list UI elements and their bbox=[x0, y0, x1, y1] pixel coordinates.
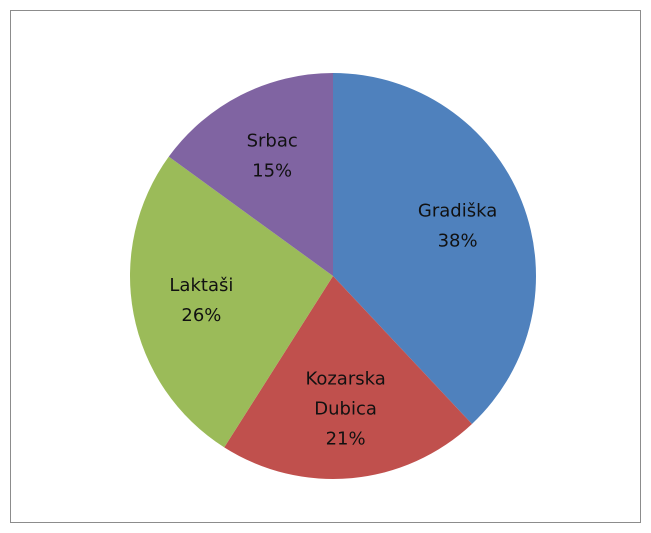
slice-value-label: 26% bbox=[181, 305, 221, 326]
pie-slice bbox=[333, 73, 536, 424]
slice-value-label: 15% bbox=[252, 161, 292, 182]
pie-slice bbox=[168, 73, 333, 276]
slice-value-label: 21% bbox=[326, 428, 366, 449]
slice-value-label: 38% bbox=[438, 231, 478, 252]
slice-label: Srbac bbox=[247, 131, 298, 152]
pie-slice bbox=[224, 276, 472, 479]
slice-label: Gradiška bbox=[418, 201, 497, 222]
pie-slice bbox=[129, 156, 333, 448]
slice-label: Laktaši bbox=[169, 275, 233, 296]
slice-label: Kozarska Dubica bbox=[305, 368, 385, 419]
